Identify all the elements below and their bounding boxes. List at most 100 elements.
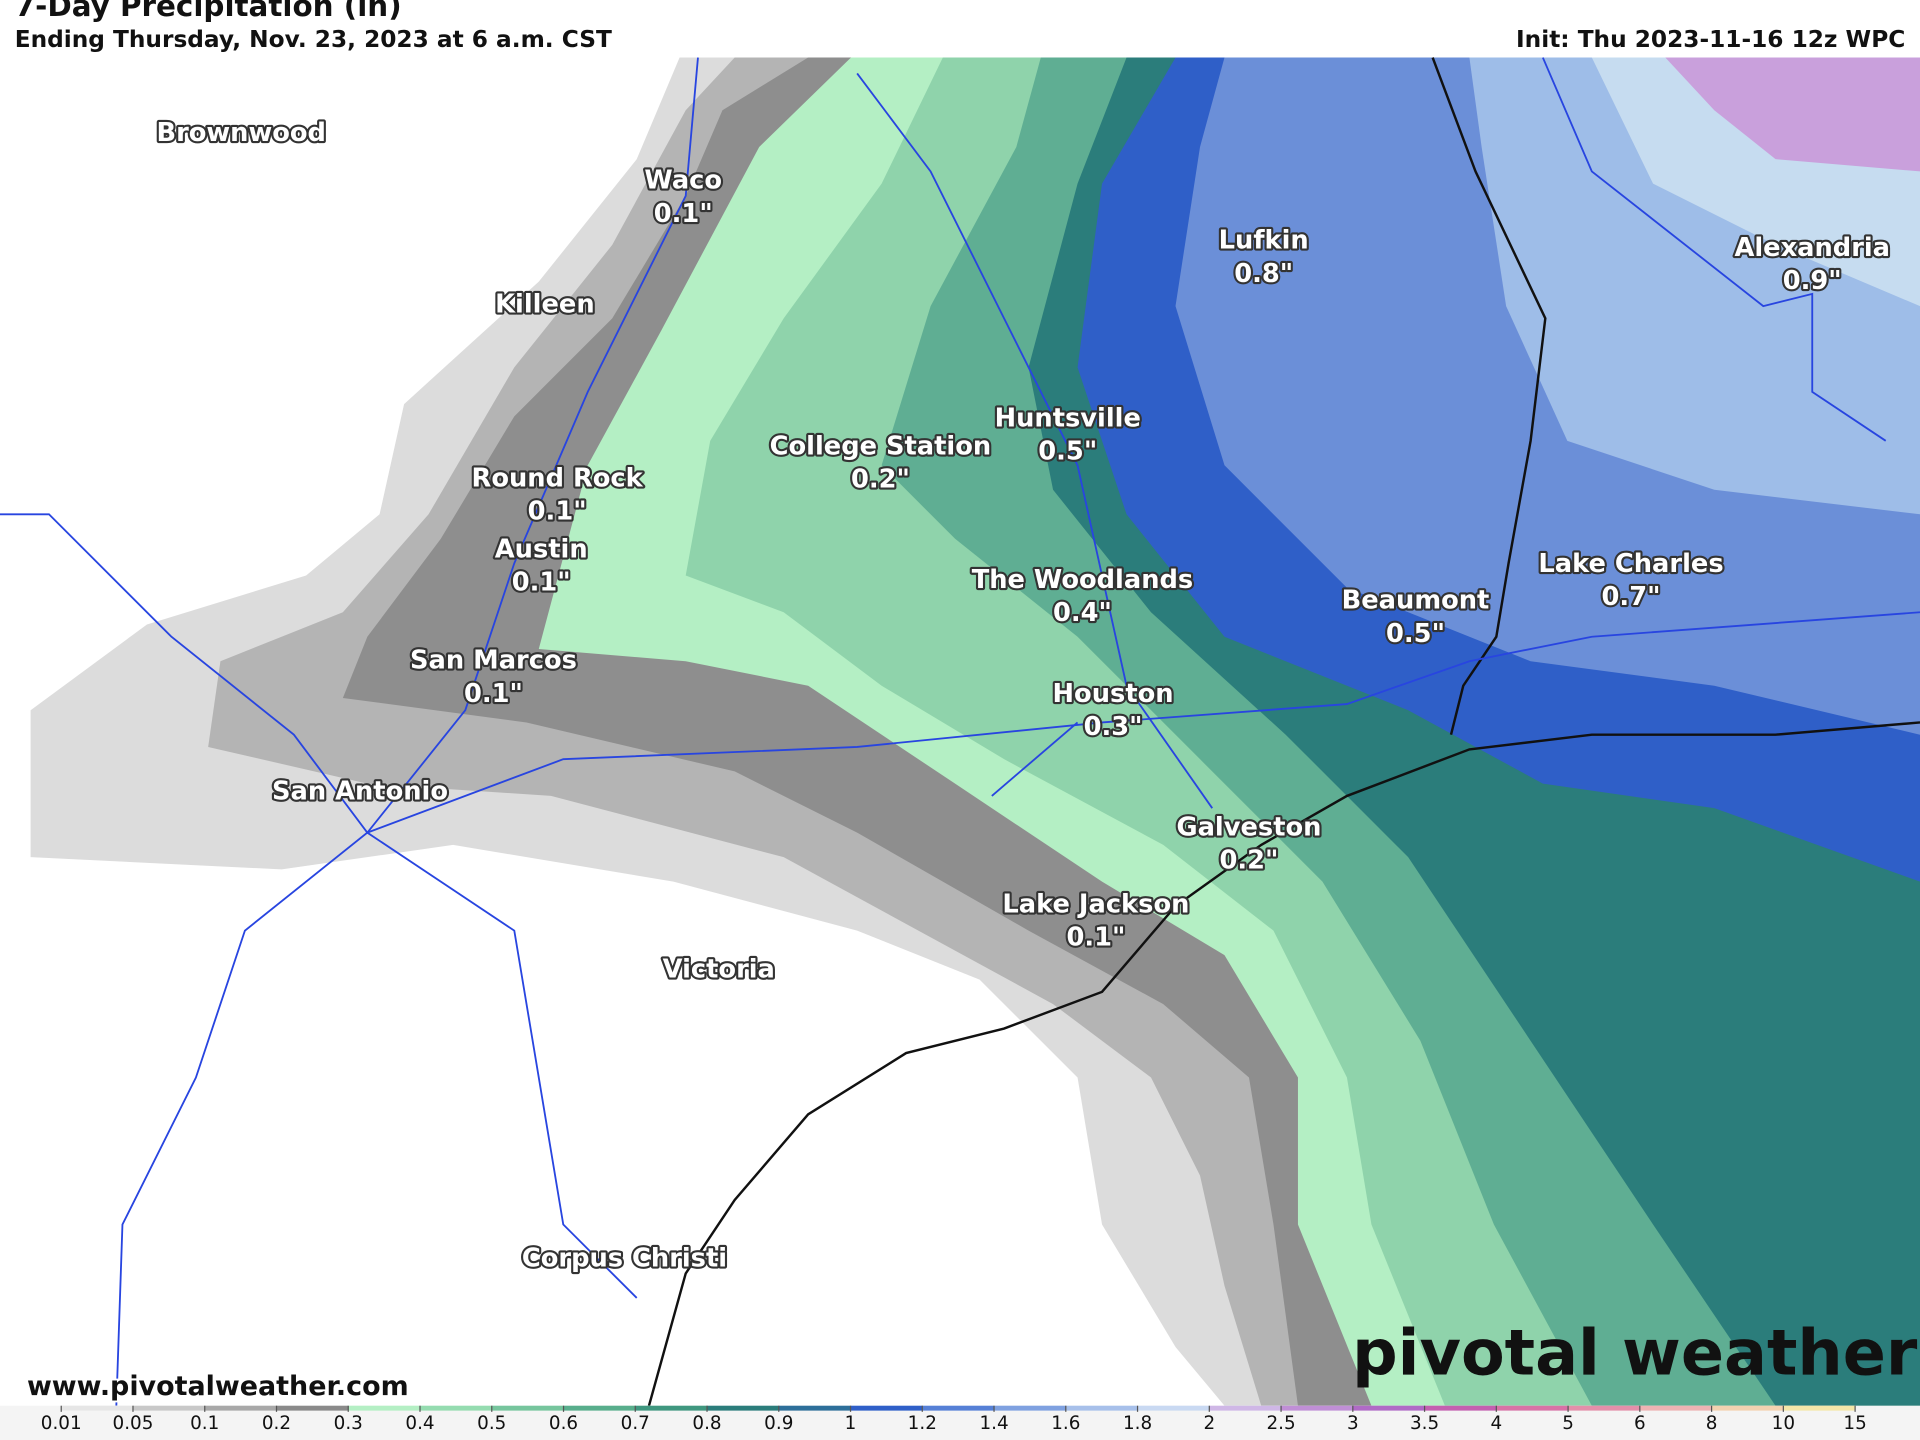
city-precip: 0.1" — [528, 496, 587, 526]
city-precip: 0.8" — [1234, 259, 1293, 289]
city-name: San Marcos — [410, 646, 577, 676]
city-name: Killeen — [495, 289, 595, 319]
legend-label: 2 — [1203, 1413, 1215, 1434]
city-name: Alexandria — [1734, 233, 1890, 263]
legend-label: 0.6 — [549, 1413, 578, 1434]
legend-swatch — [1281, 1405, 1353, 1411]
city-precip: 0.2" — [1220, 845, 1279, 875]
city-name: Corpus Christi — [522, 1243, 727, 1273]
legend-swatch — [204, 1405, 277, 1411]
legend: 0.01 0.05 0.1 0.2 0.3 0.4 0.5 0.6 0.7 0.8 0.9 1 1.2 1… — [41, 1405, 1867, 1434]
precip-zone — [1665, 57, 1920, 172]
legend-label: 3.5 — [1410, 1413, 1439, 1434]
legend-swatch — [1568, 1405, 1640, 1411]
city-name: Brownwood — [157, 118, 326, 148]
legend-swatch — [1496, 1405, 1569, 1411]
legend-swatch — [1065, 1405, 1138, 1411]
highway — [856, 57, 1887, 809]
legend-label: 1.8 — [1123, 1413, 1152, 1434]
init-time: Init: Thu 2023-11-16 12z WPC — [1516, 26, 1905, 53]
highway — [0, 513, 638, 1299]
legend-label: 4 — [1490, 1413, 1502, 1434]
legend-label: 2.5 — [1266, 1413, 1295, 1434]
legend-swatch — [1639, 1405, 1712, 1411]
coastline — [647, 721, 1920, 1407]
city-precip: 0.5" — [1038, 436, 1097, 466]
legend-label: 0.05 — [113, 1413, 154, 1434]
city-name: Huntsville — [995, 403, 1141, 433]
city-name: Houston — [1053, 679, 1174, 709]
city-name: Galveston — [1176, 812, 1321, 842]
legend-swatch — [922, 1405, 995, 1411]
site-url: www.pivotalweather.com — [27, 1371, 409, 1402]
city-precip: 0.1" — [512, 567, 571, 597]
highway — [115, 57, 699, 1406]
legend-label: 0.2 — [262, 1413, 291, 1434]
city-name: College Station — [770, 431, 992, 461]
legend-swatch — [707, 1405, 779, 1411]
city-precip: 0.9" — [1783, 266, 1842, 296]
title: 7-Day Precipitation (in) — [15, 0, 402, 23]
legend-label: 8 — [1706, 1413, 1718, 1434]
legend-swatch — [994, 1405, 1066, 1411]
legend-label: 3 — [1347, 1413, 1359, 1434]
city-name: Victoria — [663, 954, 775, 984]
city-name: Lufkin — [1219, 226, 1309, 256]
legend-label: 1.4 — [979, 1413, 1008, 1434]
legend-swatch — [420, 1405, 492, 1411]
legend-label: 5 — [1562, 1413, 1574, 1434]
legend-swatch — [491, 1405, 564, 1411]
legend-swatch — [1711, 1405, 1784, 1411]
city-name: Waco — [644, 166, 722, 196]
logo: pivotal weather — [1352, 1316, 1918, 1390]
legend-swatch — [850, 1405, 923, 1411]
city-precip: 0.2" — [851, 465, 910, 495]
city-name: Beaumont — [1342, 586, 1490, 616]
city-name: Austin — [495, 534, 588, 564]
legend-background — [0, 1405, 1920, 1440]
legend-label: 0.9 — [764, 1413, 793, 1434]
subtitle: Ending Thursday, Nov. 23, 2023 at 6 a.m.… — [15, 26, 612, 53]
legend-swatch — [778, 1405, 851, 1411]
map-background — [0, 57, 1920, 1407]
city-name: Lake Charles — [1538, 549, 1723, 579]
city-precip: 0.1" — [654, 199, 713, 229]
legend-swatch — [563, 1405, 636, 1411]
legend-label: 6 — [1634, 1413, 1646, 1434]
city-name: San Antonio — [272, 777, 448, 807]
highway — [367, 611, 1920, 834]
city-name: Round Rock — [472, 463, 644, 493]
legend-swatch — [276, 1405, 349, 1411]
legend-swatch — [132, 1405, 205, 1411]
legend-label: 1.2 — [908, 1413, 937, 1434]
legend-label: 0.3 — [334, 1413, 363, 1434]
legend-swatch — [635, 1405, 708, 1411]
city-precip: 0.3" — [1084, 712, 1143, 742]
city-name: The Woodlands — [972, 565, 1194, 595]
city-precip: 0.1" — [1066, 922, 1125, 952]
legend-label: 0.5 — [477, 1413, 506, 1434]
legend-label: 0.1 — [190, 1413, 219, 1434]
legend-label: 0.01 — [41, 1413, 82, 1434]
legend-label: 10 — [1772, 1413, 1795, 1434]
legend-swatch — [1209, 1405, 1282, 1411]
city-precip: 0.4" — [1053, 598, 1112, 628]
legend-swatch — [348, 1405, 420, 1411]
legend-label: 0.4 — [405, 1413, 434, 1434]
legend-label: 0.7 — [621, 1413, 650, 1434]
state-border — [1431, 57, 1547, 735]
legend-label: 15 — [1843, 1413, 1866, 1434]
city-precip: 0.7" — [1602, 582, 1661, 612]
city-precip: 0.5" — [1386, 619, 1445, 649]
city-name: Lake Jackson — [1002, 889, 1189, 919]
legend-swatch — [1424, 1405, 1497, 1411]
legend-swatch — [61, 1405, 133, 1411]
city-precip: 0.1" — [464, 679, 523, 709]
legend-label: 1 — [845, 1413, 857, 1434]
legend-swatch — [1783, 1405, 1856, 1411]
legend-label: 0.8 — [692, 1413, 721, 1434]
legend-swatch — [1137, 1405, 1210, 1411]
